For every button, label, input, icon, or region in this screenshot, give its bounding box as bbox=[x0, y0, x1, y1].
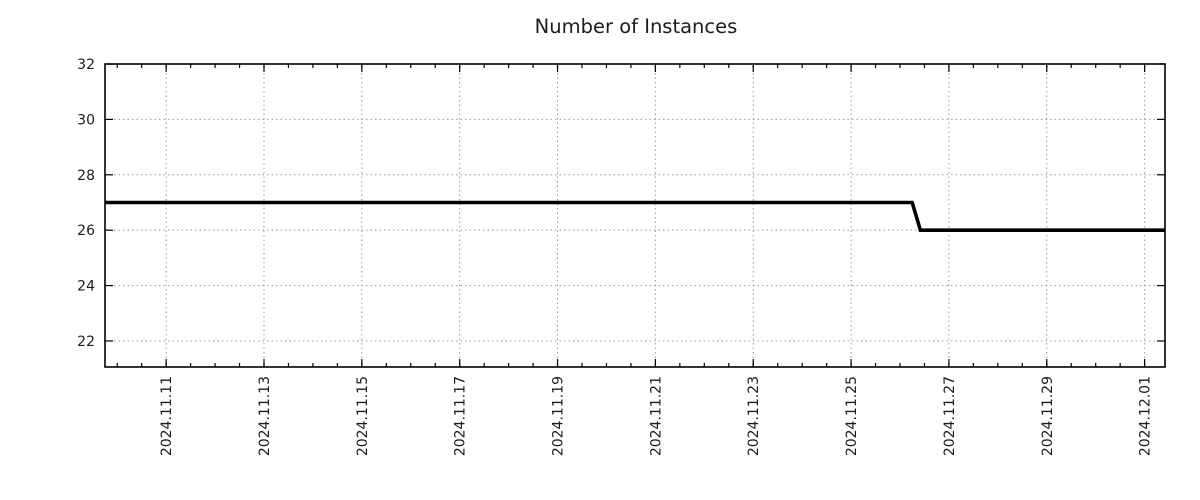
x-tick-label: 2024.11.27 bbox=[942, 376, 958, 456]
y-tick-label: 26 bbox=[77, 223, 95, 239]
x-tick-label: 2024.11.13 bbox=[257, 376, 273, 456]
x-tick-label: 2024.11.11 bbox=[159, 376, 175, 456]
x-tick-label: 2024.11.17 bbox=[453, 376, 469, 456]
plot-border bbox=[104, 63, 1166, 368]
y-tick-label: 24 bbox=[77, 279, 95, 295]
tick-layer bbox=[105, 63, 1165, 367]
x-tick-label: 2024.11.25 bbox=[844, 376, 860, 456]
x-tick-label: 2024.11.29 bbox=[1040, 376, 1056, 456]
x-tick-label: 2024.12.01 bbox=[1138, 376, 1154, 456]
axis-label-layer: 22 24 26 28 30 32 2024.11.11 2024.11.13 2024.11.… bbox=[77, 57, 1153, 456]
series-layer bbox=[105, 200, 1165, 232]
plot-border-layer bbox=[104, 63, 1166, 368]
chart-title: Number of Instances bbox=[535, 15, 738, 38]
y-tick-label: 28 bbox=[77, 168, 95, 184]
x-tick-label: 2024.11.19 bbox=[551, 376, 567, 456]
grid-layer bbox=[105, 64, 1165, 367]
x-tick-label: 2024.11.21 bbox=[648, 376, 664, 456]
x-tick-label: 2024.11.15 bbox=[355, 376, 371, 456]
y-tick-label: 30 bbox=[77, 112, 95, 128]
x-tick-label: 2024.11.23 bbox=[746, 376, 762, 456]
y-tick-label: 32 bbox=[77, 57, 95, 73]
y-tick-label: 22 bbox=[77, 334, 95, 350]
series-line-instances bbox=[105, 200, 1165, 232]
